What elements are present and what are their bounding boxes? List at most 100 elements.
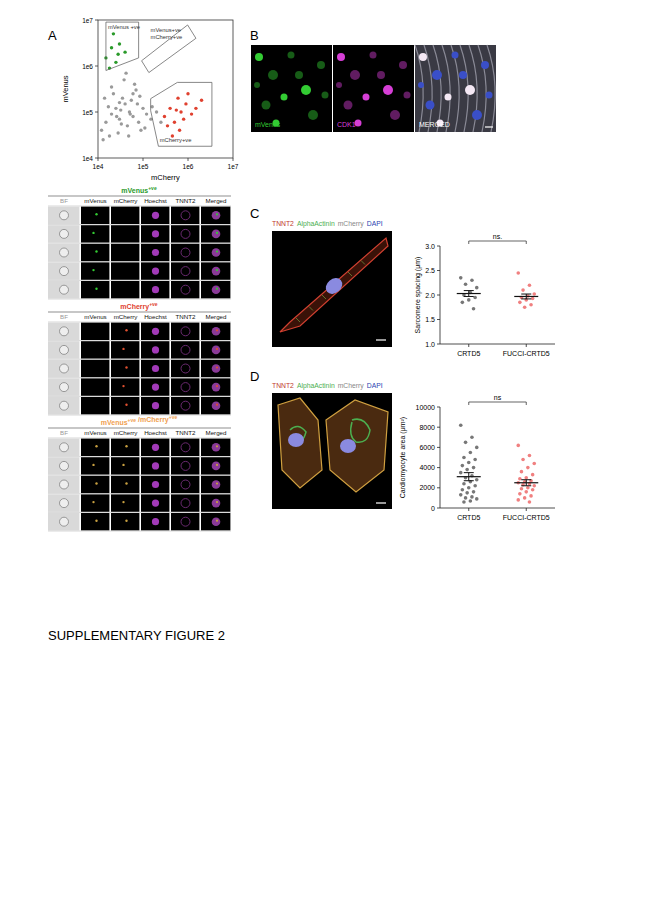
gate [142, 25, 196, 73]
point [464, 496, 468, 500]
x-axis [440, 344, 555, 345]
x-tick [468, 344, 469, 347]
point [116, 131, 119, 134]
thumbnail [201, 397, 230, 414]
nucleus [383, 85, 393, 95]
thumbnail [48, 476, 79, 493]
reporter-dot [92, 501, 94, 503]
thumbnail [111, 207, 139, 224]
cell-bf [60, 480, 69, 489]
thumbnail [111, 244, 139, 261]
thumbnail [81, 476, 109, 493]
x-tick [526, 344, 527, 347]
nucleus [288, 52, 295, 59]
row-rule [48, 493, 231, 494]
column-header: TNNT2 [176, 429, 196, 436]
column-header: mVenus [84, 313, 106, 320]
y-axis [440, 407, 441, 508]
thumbnail [111, 476, 139, 493]
reporter-dot [122, 501, 124, 503]
y-tick-label: 1e5 [82, 109, 93, 116]
merged-dot [216, 232, 218, 234]
reporter-dot [95, 520, 97, 522]
thumbnail [141, 494, 169, 511]
point [178, 129, 181, 132]
y-axis-label: Cardiomyocyte area (μm²) [399, 417, 407, 498]
tnnt2 [181, 248, 190, 257]
tnnt2 [181, 285, 190, 294]
gate [151, 82, 212, 146]
point [528, 454, 532, 458]
point [175, 108, 178, 111]
merged-dot [216, 269, 218, 271]
y-tick [437, 467, 440, 468]
point [114, 61, 117, 64]
nucleus [481, 61, 489, 69]
tnnt2 [181, 461, 190, 470]
point [470, 495, 474, 499]
point [118, 101, 121, 104]
thumbnail [111, 397, 139, 414]
cell-bf [60, 211, 69, 220]
point [108, 134, 111, 137]
reporter-dot [125, 329, 127, 331]
point [465, 491, 469, 495]
gate-label: mVenus+ve [151, 27, 181, 33]
point [470, 436, 474, 440]
y-tick [437, 508, 440, 509]
nucleus [281, 94, 288, 101]
thumbnail [171, 439, 199, 456]
cell-bf [60, 267, 69, 276]
thumbnail [81, 323, 109, 340]
thumbnail [141, 341, 169, 358]
thumbnail [141, 262, 169, 279]
cell-bf [60, 364, 69, 373]
cell [278, 398, 322, 488]
row-rule [48, 396, 231, 397]
point [516, 498, 520, 502]
cytoskeleton [442, 45, 450, 132]
thumbnail [201, 225, 230, 242]
thumbnail [201, 439, 230, 456]
title-text: mCherry [120, 303, 149, 311]
title-text: mVenus [101, 419, 128, 426]
thumbnail [81, 397, 109, 414]
column-header: Hoechst [144, 429, 167, 436]
point [469, 499, 473, 503]
plot-frame [98, 20, 233, 158]
x-tick-label: FUCCI-CRTD5 [503, 514, 550, 521]
y-tick-label: 1.5 [425, 316, 435, 323]
nucleus [323, 275, 346, 297]
merged [212, 346, 221, 355]
y-tick-label: 1.0 [425, 341, 435, 348]
column-header: mVenus [84, 429, 106, 436]
point [462, 500, 466, 504]
error-bar [521, 294, 531, 299]
thumbnail [111, 513, 139, 530]
point [532, 484, 536, 488]
block-title: mVenus+ve /mCherry+ve [101, 414, 178, 426]
thumbnail [201, 281, 230, 298]
point [520, 470, 524, 474]
title-sup: +ve [148, 185, 157, 191]
point [459, 423, 463, 427]
nucleus [419, 53, 427, 61]
merged [212, 327, 221, 336]
point [462, 482, 466, 486]
point [529, 303, 533, 307]
point [472, 466, 476, 470]
column-header: Merged [206, 429, 228, 436]
thumbnail [48, 439, 79, 456]
cytoskeleton [433, 45, 441, 132]
x-tick [143, 158, 144, 161]
nucleus [452, 52, 459, 59]
point [116, 53, 119, 56]
point [131, 92, 134, 95]
merged-dot [216, 213, 218, 215]
point [184, 102, 187, 105]
y-tick [95, 158, 98, 159]
stain-name: DAPI [367, 382, 383, 389]
nucleus [308, 110, 318, 120]
thumbnail [171, 244, 199, 261]
point [467, 486, 471, 490]
